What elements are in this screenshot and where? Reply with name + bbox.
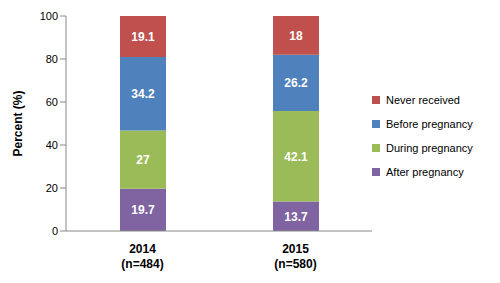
- svg-text:13.7: 13.7: [284, 210, 308, 224]
- svg-text:20: 20: [46, 182, 58, 194]
- html-text:Never received: Never received: [386, 93, 460, 106]
- svg-text:60: 60: [46, 96, 58, 108]
- svg-text:100: 100: [40, 10, 58, 22]
- svg-text:2014: 2014: [129, 242, 156, 256]
- svg-text:18: 18: [289, 29, 303, 43]
- svg-text:42.1: 42.1: [284, 150, 308, 164]
- svg-text:19.1: 19.1: [131, 30, 155, 44]
- svg-text:40: 40: [46, 139, 58, 151]
- svg-text:27: 27: [136, 153, 150, 167]
- svg-text:34.2: 34.2: [131, 87, 155, 101]
- svg-text:19.7: 19.7: [131, 203, 155, 217]
- svg-text:26.2: 26.2: [284, 76, 308, 90]
- svg-text:80: 80: [46, 53, 58, 65]
- svg-text:0: 0: [52, 225, 58, 237]
- html-text:After pregnancy: After pregnancy: [386, 165, 464, 178]
- svg-text:2015: 2015: [282, 242, 309, 256]
- svg-text:Percent (%): Percent (%): [11, 90, 25, 156]
- html-text:During pregnancy: During pregnancy: [386, 141, 473, 154]
- svg-text:(n=484): (n=484): [121, 257, 163, 271]
- svg-text:(n=580): (n=580): [274, 257, 316, 271]
- html-text:Before pregnancy: Before pregnancy: [386, 117, 473, 130]
